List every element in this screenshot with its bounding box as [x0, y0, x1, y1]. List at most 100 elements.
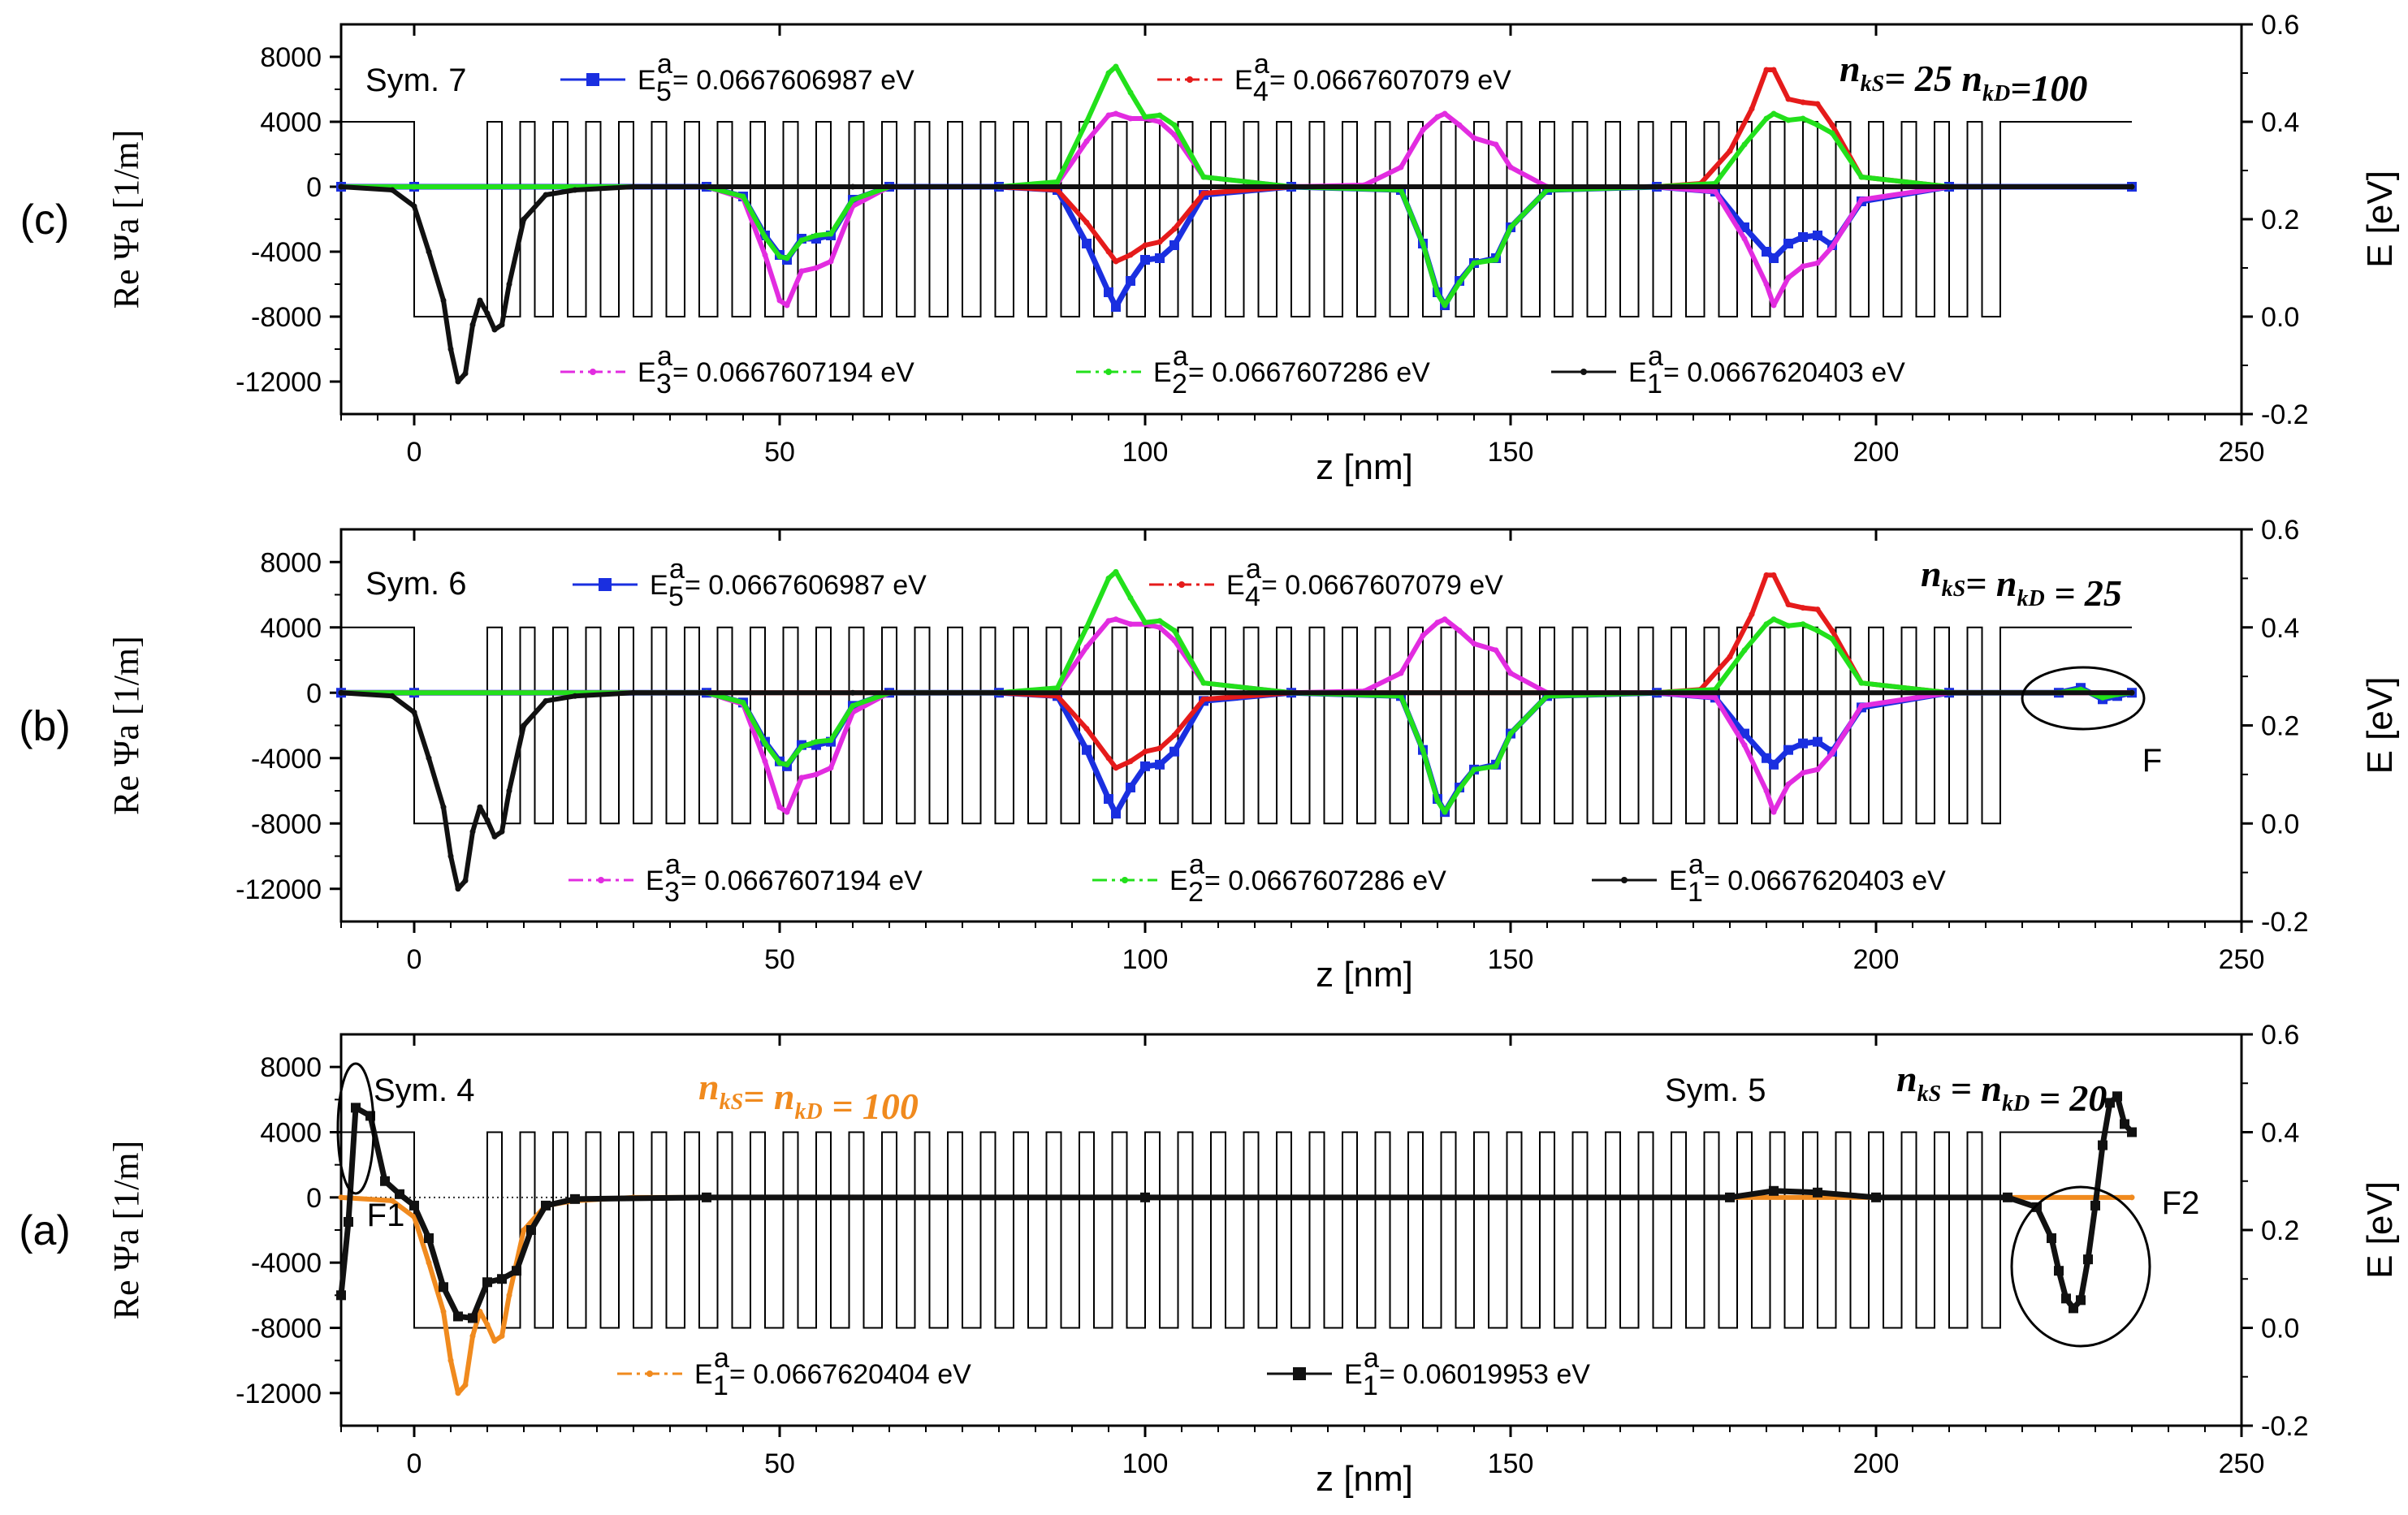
data-point — [1142, 619, 1148, 626]
legend-e4: E 4a= 0.0667607079 eV — [1149, 554, 1503, 612]
data-point — [499, 1333, 505, 1340]
data-point — [1741, 742, 1748, 749]
legend-text: = 0.0667606987 eV — [672, 65, 914, 96]
data-point — [447, 853, 454, 859]
legend-e1-sym4: E 1a= 0.0667620404 eV — [617, 1343, 971, 1401]
data-point — [426, 755, 432, 762]
data-point — [1171, 628, 1178, 634]
y-right-tick-label: 0.4 — [2261, 107, 2299, 138]
data-point — [1082, 745, 1092, 755]
x-tick-label: 50 — [764, 437, 795, 468]
data-point — [469, 828, 476, 835]
legend-sub: 5 — [668, 581, 684, 612]
data-point — [1142, 242, 1148, 248]
data-point — [1113, 63, 1119, 70]
data-point — [497, 1274, 507, 1284]
data-point — [784, 762, 790, 768]
x-tick-label: 100 — [1122, 1448, 1169, 1479]
data-point — [630, 689, 637, 696]
data-point — [1434, 291, 1441, 297]
data-point — [1712, 188, 1718, 195]
legend-sup: a — [665, 849, 681, 880]
data-point — [1763, 788, 1770, 794]
x-tick-label: 150 — [1488, 1448, 1534, 1479]
data-point — [762, 740, 768, 747]
data-point — [491, 1338, 498, 1345]
data-point — [389, 187, 396, 193]
y-tick-label: -12000 — [236, 1379, 322, 1409]
legend-text: = 0.0667620403 eV — [1704, 865, 1946, 896]
data-point — [1727, 148, 1733, 154]
nk-c_sub: kD — [2002, 1091, 2030, 1116]
sym-label-5: Sym. 5 — [1665, 1073, 1766, 1108]
data-point — [776, 297, 783, 304]
data-point — [776, 760, 783, 766]
data-point — [1127, 758, 1134, 765]
y-tick-label: 4000 — [260, 107, 322, 138]
data-point — [1054, 179, 1061, 185]
data-point — [439, 1282, 448, 1293]
legend-e1-sym5: E 1a= 0.06019953 eV — [1267, 1343, 1590, 1401]
data-point — [2127, 1127, 2137, 1137]
legend-sup: a — [657, 49, 672, 80]
data-point — [1871, 1192, 1881, 1202]
data-point — [1104, 794, 1113, 805]
legend-E: E — [1669, 865, 1688, 896]
x-tick-label: 50 — [764, 944, 795, 975]
data-point — [1770, 572, 1777, 578]
data-point — [702, 1192, 711, 1202]
legend-marker — [599, 578, 612, 591]
y-right-axis-title: E [eV] — [2360, 170, 2400, 268]
series-line — [340, 184, 2132, 384]
data-point — [1140, 1192, 1150, 1202]
data-point — [462, 878, 469, 884]
x-tick-label: 200 — [1853, 1448, 1900, 1479]
legend-sub: 1 — [713, 1370, 728, 1401]
y-tick-label: 8000 — [260, 42, 322, 73]
nk-c: n — [774, 1076, 795, 1117]
data-point — [484, 817, 491, 823]
data-point — [2129, 689, 2135, 696]
y-right-tick-label: 0.4 — [2261, 613, 2299, 644]
data-point — [1083, 219, 1090, 226]
data-point — [1785, 602, 1792, 608]
data-point — [1507, 164, 1514, 170]
data-point — [1814, 628, 1821, 634]
data-point — [1763, 281, 1770, 287]
data-point — [491, 833, 498, 840]
data-point — [1105, 112, 1112, 119]
data-point — [850, 196, 856, 203]
data-point — [1770, 67, 1777, 73]
data-point — [484, 310, 491, 317]
x-tick-label: 0 — [407, 1448, 422, 1479]
data-point — [411, 709, 417, 715]
x-axis-title: z [nm] — [1316, 447, 1413, 487]
data-point — [1829, 636, 1835, 642]
panel-2: 0 50 100 150 200 250 z [nm] 8000 4000 0 -4000 -8000… — [19, 1020, 2400, 1499]
data-point — [1156, 624, 1163, 631]
y-tick-label: 4000 — [260, 1118, 322, 1149]
potential-profile — [341, 1131, 2132, 1329]
data-point — [1800, 115, 1806, 122]
legend-e1: E 1a= 0.0667620403 eV — [1551, 341, 1905, 399]
data-point — [1200, 696, 1207, 702]
y-tick-label: 0 — [306, 1183, 322, 1214]
x-tick-label: 100 — [1122, 944, 1169, 975]
y-right-tick-label: 0.6 — [2261, 515, 2299, 546]
legend-text: = 0.0667607079 eV — [1269, 65, 1511, 96]
y-right-tick-label: 0.2 — [2261, 711, 2299, 742]
data-point — [1171, 732, 1178, 739]
y-axis-title: Re Ψa [1/m] — [106, 1141, 146, 1320]
data-point — [338, 183, 344, 190]
y-tick-label: 4000 — [260, 613, 322, 644]
data-point — [1434, 619, 1441, 626]
data-point — [477, 804, 483, 810]
x-tick-label: 250 — [2219, 1448, 2265, 1479]
data-point — [1785, 96, 1792, 102]
legend-sub: 4 — [1245, 581, 1260, 612]
legend-sub: 1 — [1363, 1370, 1378, 1401]
data-point — [2032, 1202, 2042, 1212]
y-tick-label: -4000 — [251, 237, 322, 268]
data-point — [1814, 122, 1821, 128]
legend-sup: a — [657, 341, 672, 372]
